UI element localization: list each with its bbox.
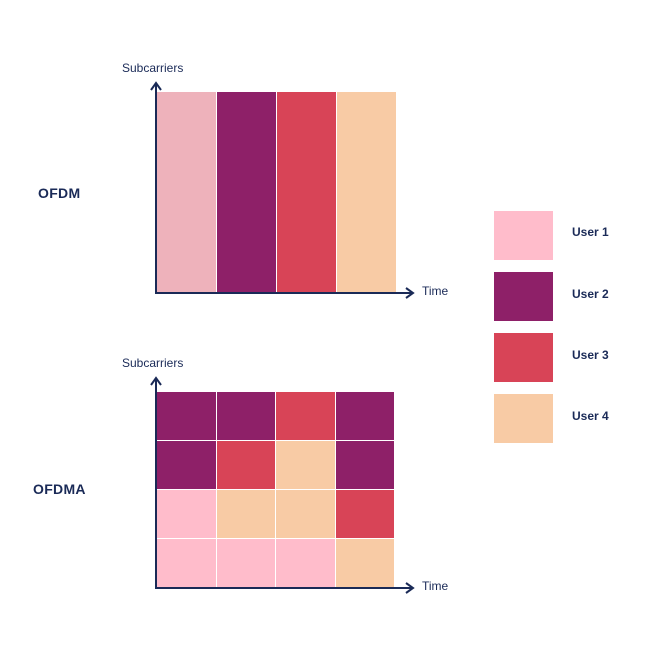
ofdma-block-r3-c1 <box>157 490 216 538</box>
legend-label-user3: User 3 <box>572 348 609 362</box>
legend-swatch-user1 <box>494 211 553 260</box>
ofdm-y-arrowhead <box>150 81 162 91</box>
ofdm-block-2 <box>217 92 276 293</box>
ofdma-block-r1-c2 <box>216 392 275 440</box>
ofdma-block-r2-c4 <box>335 441 394 489</box>
ofdma-block-r4-c4 <box>335 539 394 587</box>
ofdm-block-1 <box>157 92 216 293</box>
ofdma-y-axis-label: Subcarriers <box>122 356 184 370</box>
ofdma-block-r4-c1 <box>157 539 216 587</box>
ofdm-block-4 <box>337 92 396 293</box>
legend-label-user2: User 2 <box>572 287 609 301</box>
legend-swatch-user2 <box>494 272 553 321</box>
ofdm-x-arrowhead <box>405 287 415 299</box>
legend-swatch-user3 <box>494 333 553 382</box>
ofdma-x-arrowhead <box>405 582 415 594</box>
ofdma-block-r4-c2 <box>216 539 275 587</box>
ofdma-block-r3-c2 <box>216 490 275 538</box>
legend-label-user1: User 1 <box>572 225 609 239</box>
legend-label-user4: User 4 <box>572 409 609 423</box>
ofdma-x-axis-label: Time <box>422 579 449 593</box>
ofdma-y-arrowhead <box>150 376 162 386</box>
ofdma-block-r2-c1 <box>157 441 216 489</box>
ofdma-title: OFDMA <box>33 481 86 497</box>
ofdma-block-r4-c3 <box>276 539 335 587</box>
ofdma-block-r3-c3 <box>276 490 335 538</box>
ofdm-block-3 <box>277 92 336 293</box>
ofdm-y-axis-label: Subcarriers <box>122 61 184 75</box>
ofdma-block-r2-c2 <box>216 441 275 489</box>
ofdma-block-r3-c4 <box>335 490 394 538</box>
ofdma-block-r1-c3 <box>276 392 335 440</box>
ofdma-block-r1-c4 <box>335 392 394 440</box>
ofdma-block-r1-c1 <box>157 392 216 440</box>
ofdm-x-axis-label: Time <box>422 284 449 298</box>
ofdma-block-r2-c3 <box>276 441 335 489</box>
legend-swatch-user4 <box>494 394 553 443</box>
ofdm-title: OFDM <box>38 185 81 201</box>
